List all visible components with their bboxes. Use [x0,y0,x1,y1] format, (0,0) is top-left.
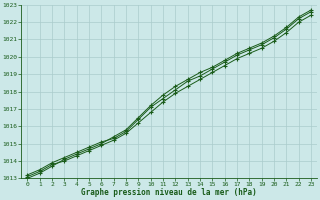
X-axis label: Graphe pression niveau de la mer (hPa): Graphe pression niveau de la mer (hPa) [81,188,257,197]
